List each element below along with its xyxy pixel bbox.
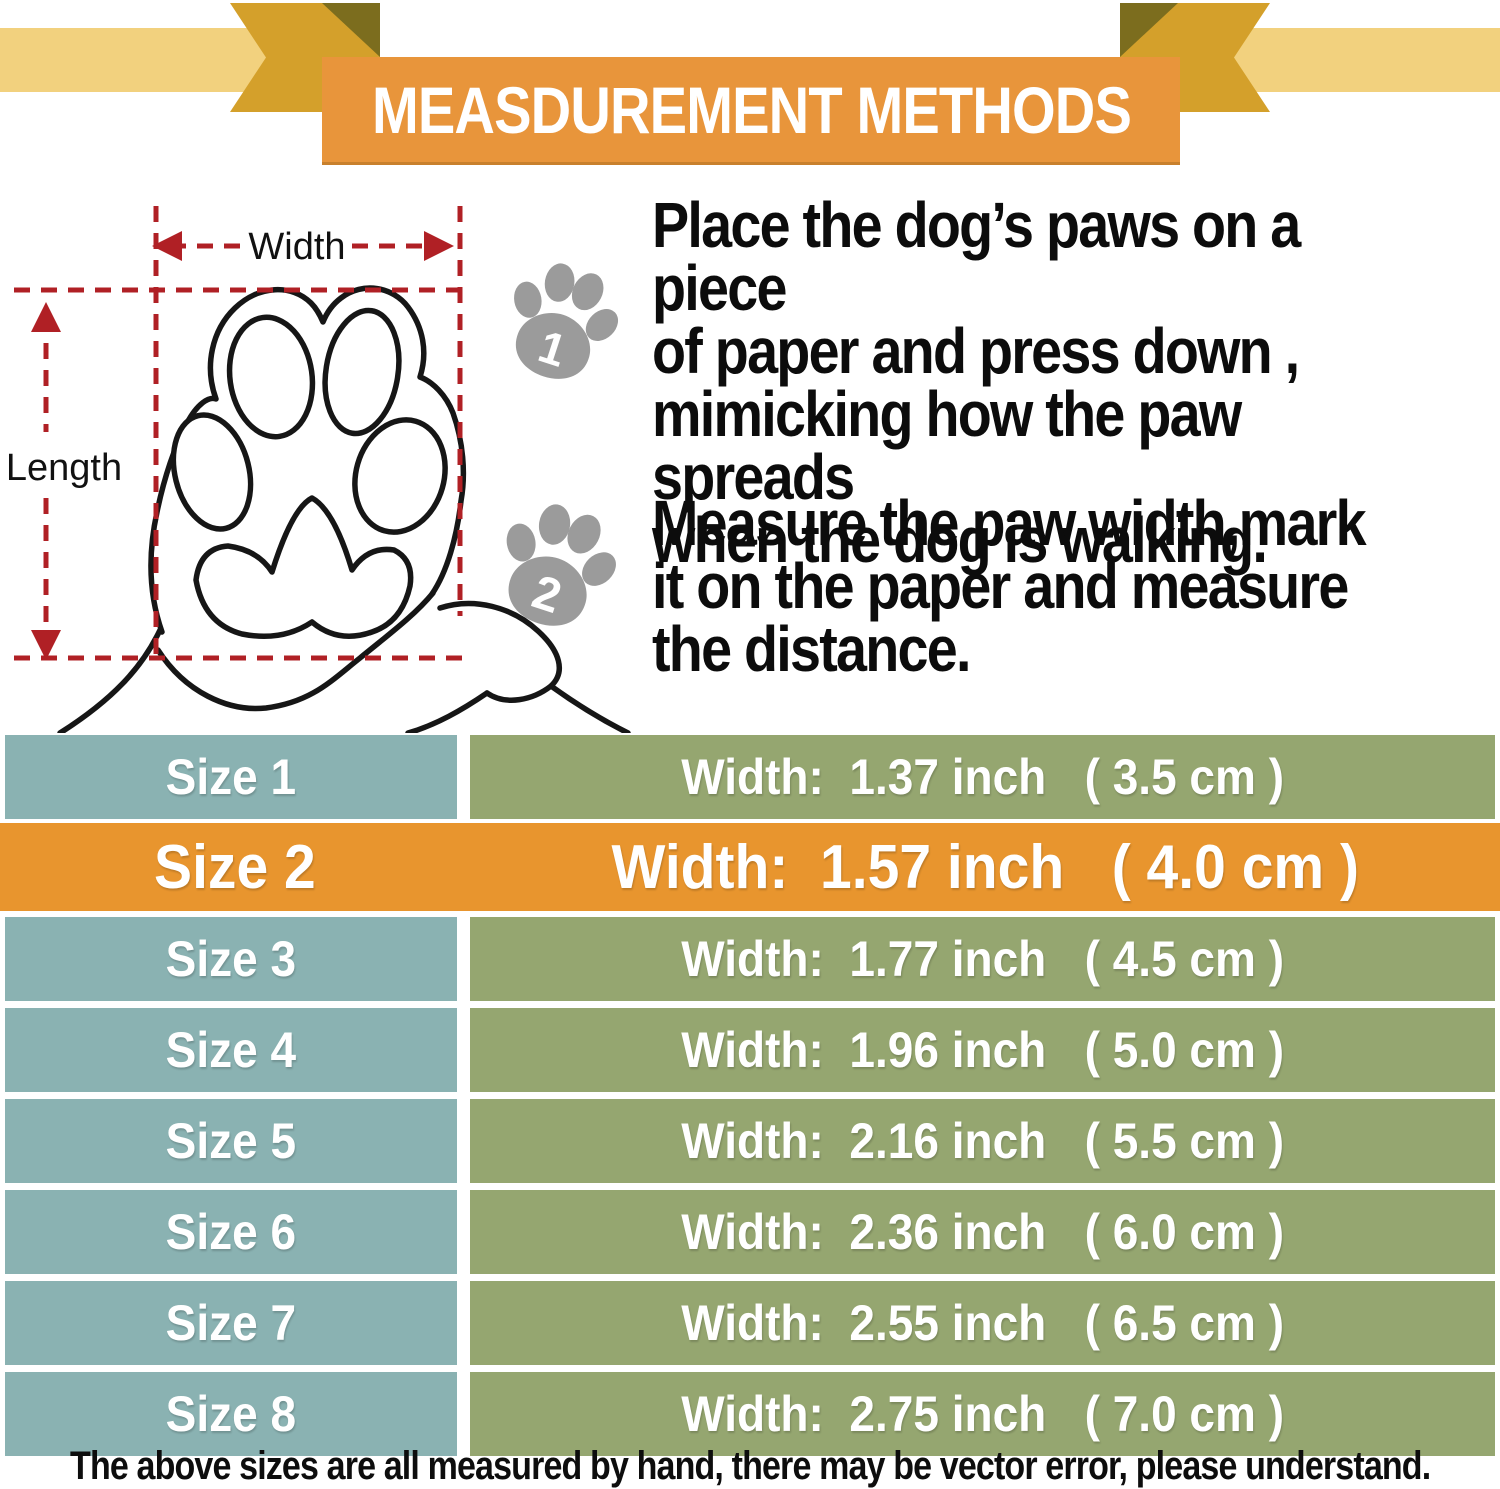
width-value-cell: Width: 1.37 inch ( 3.5 cm ) bbox=[470, 735, 1495, 819]
footer-disclaimer-text: The above sizes are all measured by hand… bbox=[69, 1444, 1431, 1488]
step-1-paw-icon: 1 bbox=[514, 263, 619, 379]
step-2-instructions: Measure the paw width,mark it on the pap… bbox=[652, 487, 1367, 685]
size-label-cell: Size 8 bbox=[5, 1372, 457, 1456]
length-label-bg bbox=[2, 442, 130, 490]
footer-disclaimer: The above sizes are all measured by hand… bbox=[0, 1444, 1500, 1489]
table-row: Size 1 Width: 1.37 inch ( 3.5 cm ) bbox=[0, 735, 1500, 819]
size-label-cell: Size 3 bbox=[5, 917, 457, 1001]
arrowheads bbox=[31, 231, 454, 660]
dog-leg-lines bbox=[57, 590, 631, 733]
toe-pad-right bbox=[352, 417, 448, 535]
toe-pad-left bbox=[170, 412, 254, 532]
width-value-cell: Width: 2.55 inch ( 6.5 cm ) bbox=[470, 1281, 1495, 1365]
ribbon-band-right bbox=[1200, 28, 1500, 92]
toe-pad-center-right bbox=[322, 307, 402, 437]
page-title: MEASDUREMENT METHODS bbox=[371, 72, 1131, 147]
table-row: Size 5 Width: 2.16 inch ( 5.5 cm ) bbox=[0, 1099, 1500, 1183]
width-label-bg bbox=[244, 222, 350, 266]
table-row: Size 4 Width: 1.96 inch ( 5.0 cm ) bbox=[0, 1008, 1500, 1092]
table-row-highlighted: Size 2 Width: 1.57 inch ( 4.0 cm ) bbox=[0, 823, 1500, 911]
width-value-cell: Width: 2.16 inch ( 5.5 cm ) bbox=[470, 1099, 1495, 1183]
table-row: Size 3 Width: 1.77 inch ( 4.5 cm ) bbox=[0, 917, 1500, 1001]
step-1-instructions: Place the dog’s paws on a piece of paper… bbox=[652, 189, 1301, 576]
width-label: Width bbox=[248, 226, 345, 268]
width-value-cell: Width: 1.96 inch ( 5.0 cm ) bbox=[470, 1008, 1495, 1092]
paw-measurement-diagram: Width Length bbox=[2, 206, 631, 733]
size-label-cell: Size 6 bbox=[5, 1190, 457, 1274]
table-row: Size 8 Width: 2.75 inch ( 7.0 cm ) bbox=[0, 1372, 1500, 1456]
size-label-cell: Size 7 bbox=[5, 1281, 457, 1365]
size-label-cell: Size 5 bbox=[5, 1099, 457, 1183]
title-banner: MEASDUREMENT METHODS bbox=[322, 57, 1180, 165]
step-2-paw-icon: 2 bbox=[506, 504, 616, 626]
width-value-cell: Width: 1.57 inch ( 4.0 cm ) bbox=[470, 823, 1500, 911]
size-label-cell: Size 4 bbox=[5, 1008, 457, 1092]
size-label-cell: Size 1 bbox=[5, 735, 457, 819]
size-label-cell: Size 2 bbox=[0, 823, 470, 911]
table-row: Size 7 Width: 2.55 inch ( 6.5 cm ) bbox=[0, 1281, 1500, 1365]
ribbon-band-left bbox=[0, 28, 300, 92]
width-value-cell: Width: 1.77 inch ( 4.5 cm ) bbox=[470, 917, 1495, 1001]
toe-pad-center-left bbox=[226, 314, 316, 440]
table-row: Size 6 Width: 2.36 inch ( 6.0 cm ) bbox=[0, 1190, 1500, 1274]
width-value-cell: Width: 2.75 inch ( 7.0 cm ) bbox=[470, 1372, 1495, 1456]
width-value-cell: Width: 2.36 inch ( 6.0 cm ) bbox=[470, 1190, 1495, 1274]
main-pad bbox=[193, 495, 414, 639]
length-label: Length bbox=[6, 447, 122, 489]
paw-outline-drawing bbox=[57, 285, 631, 733]
